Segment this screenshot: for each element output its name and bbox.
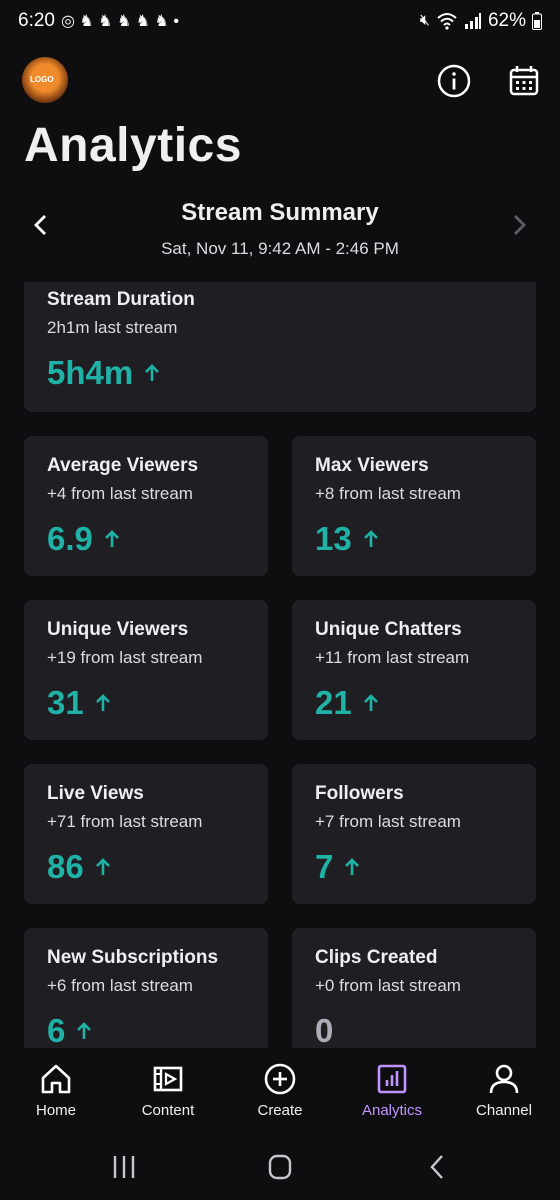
home-system-button[interactable]	[262, 1152, 298, 1182]
bottom-tab-bar: Home Content Create Analytics	[0, 1048, 560, 1138]
plus-circle-icon	[264, 1063, 296, 1095]
signal-icon	[464, 13, 481, 29]
arrow-up-icon	[104, 530, 119, 547]
stat-card-clips-created: Clips Created +0 from last stream 0	[292, 928, 536, 1048]
card-value: 0	[315, 1012, 334, 1048]
arrow-up-icon	[363, 694, 378, 711]
back-button[interactable]	[420, 1152, 456, 1182]
card-delta: +7 from last stream	[315, 812, 461, 831]
card-label: Unique Viewers	[47, 619, 189, 640]
battery-icon	[532, 12, 542, 30]
card-delta: 2h1m last stream	[47, 318, 178, 337]
stat-card-average-viewers: Average Viewers +4 from last stream 6.9	[24, 436, 268, 576]
tab-content[interactable]: Content	[112, 1058, 224, 1128]
card-value: 7	[315, 848, 334, 885]
tab-create[interactable]: Create	[224, 1058, 336, 1128]
page-title: Analytics	[24, 119, 242, 172]
info-button[interactable]	[434, 61, 474, 101]
stats-card-list[interactable]: Stream Duration 2h1m last stream 5h4m Av…	[0, 282, 560, 1048]
card-value: 6	[47, 1012, 66, 1048]
card-value: 31	[47, 684, 84, 721]
app-header: LOGO	[0, 55, 560, 115]
info-icon	[437, 64, 471, 98]
stat-card-stream-duration: Stream Duration 2h1m last stream 5h4m	[24, 282, 536, 412]
recent-apps-button[interactable]	[106, 1152, 142, 1182]
mute-icon: 🔇︎	[419, 12, 430, 29]
tab-label: Home	[35, 1102, 76, 1119]
stat-card-unique-chatters: Unique Chatters +11 from last stream 21	[292, 600, 536, 740]
arrow-up-icon	[95, 858, 110, 875]
tab-label: Channel	[476, 1102, 532, 1119]
previous-stream-button[interactable]	[30, 214, 52, 236]
card-label: New Subscriptions	[47, 947, 219, 968]
arrow-up-icon	[363, 530, 378, 547]
card-label: Unique Chatters	[315, 619, 462, 640]
stream-summary-nav: Stream Summary Sat, Nov 11, 9:42 AM - 2:…	[0, 196, 560, 266]
summary-date-range: Sat, Nov 11, 9:42 AM - 2:46 PM	[161, 239, 399, 258]
calendar-button[interactable]	[504, 61, 544, 101]
stat-card-live-views: Live Views +71 from last stream 86	[24, 764, 268, 904]
calendar-icon	[509, 66, 539, 96]
stat-card-unique-viewers: Unique Viewers +19 from last stream 31	[24, 600, 268, 740]
next-stream-button[interactable]	[508, 214, 530, 236]
notification-icons: ◎ ♞ ♞ ♞ ♞ ♞ •	[60, 13, 179, 30]
avatar[interactable]: LOGO	[22, 57, 68, 103]
chevron-right-icon	[514, 215, 526, 235]
tab-channel[interactable]: Channel	[448, 1058, 560, 1128]
tab-home[interactable]: Home	[0, 1058, 112, 1128]
card-delta: +4 from last stream	[47, 484, 193, 503]
status-bar: 6:20 ◎ ♞ ♞ ♞ ♞ ♞ • 🔇︎ 62%	[0, 0, 560, 48]
card-label: Stream Duration	[47, 289, 195, 310]
card-label: Clips Created	[315, 947, 438, 968]
card-value: 5h4m	[47, 354, 134, 391]
card-delta: +19 from last stream	[47, 648, 203, 667]
back-chevron-icon	[430, 1155, 443, 1179]
battery-percent: 62%	[487, 10, 526, 31]
recent-apps-icon	[113, 1156, 135, 1178]
tab-analytics[interactable]: Analytics	[336, 1058, 448, 1128]
card-label: Max Viewers	[315, 455, 429, 476]
card-label: Live Views	[47, 783, 144, 804]
summary-title: Stream Summary	[181, 199, 379, 226]
card-value: 86	[47, 848, 84, 885]
arrow-up-icon	[77, 1022, 92, 1039]
arrow-up-icon	[145, 364, 160, 381]
card-delta: +71 from last stream	[47, 812, 203, 831]
system-nav-bar	[0, 1138, 560, 1200]
card-delta: +8 from last stream	[315, 484, 461, 503]
tab-label: Analytics	[361, 1102, 423, 1119]
card-value: 6.9	[47, 520, 93, 557]
card-delta: +0 from last stream	[315, 976, 461, 995]
chevron-left-icon	[34, 215, 46, 235]
card-delta: +11 from last stream	[315, 648, 470, 667]
tab-label: Create	[257, 1102, 303, 1119]
card-label: Followers	[315, 783, 404, 804]
card-delta: +6 from last stream	[47, 976, 193, 995]
arrow-up-icon	[95, 694, 110, 711]
card-label: Average Viewers	[47, 455, 199, 476]
film-icon	[153, 1066, 183, 1092]
tab-label: Content	[141, 1102, 195, 1119]
chart-icon	[377, 1064, 407, 1094]
home-icon	[41, 1064, 71, 1094]
card-value: 21	[315, 684, 352, 721]
home-square-icon	[268, 1154, 292, 1180]
card-value: 13	[315, 520, 352, 557]
stat-card-max-viewers: Max Viewers +8 from last stream 13	[292, 436, 536, 576]
stat-card-new-subscriptions: New Subscriptions +6 from last stream 6	[24, 928, 268, 1048]
wifi-icon	[437, 13, 457, 30]
arrow-up-icon	[345, 858, 360, 875]
person-icon	[489, 1064, 519, 1094]
stat-card-followers: Followers +7 from last stream 7	[292, 764, 536, 904]
status-time: 6:20	[18, 10, 55, 31]
